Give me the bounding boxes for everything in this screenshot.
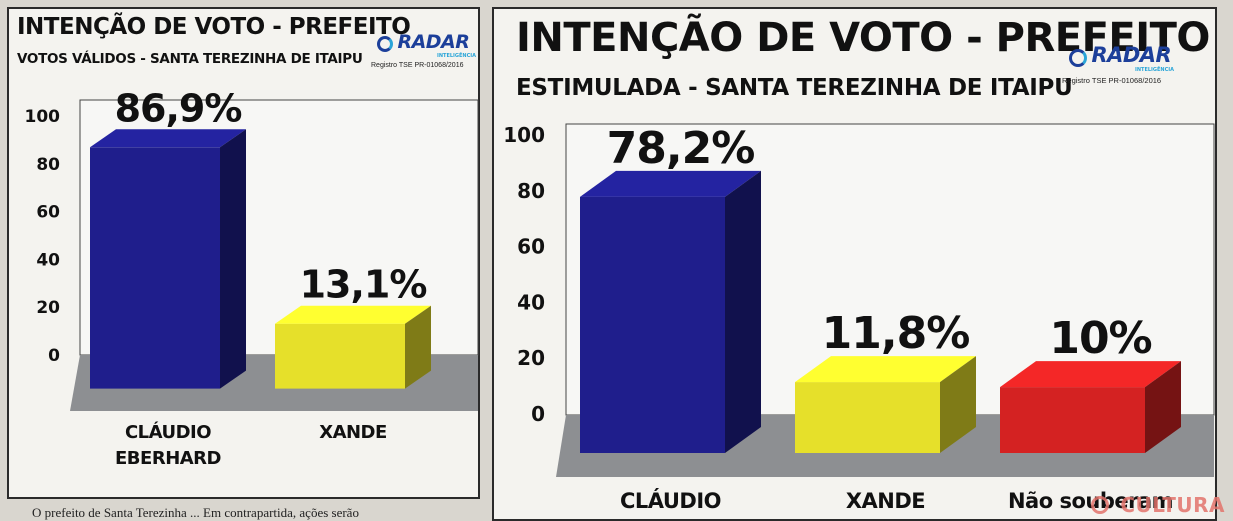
chart-2-bar-top: [1000, 361, 1181, 388]
radar-logo-subtitle-2: INTELIGÊNCIA: [1135, 67, 1175, 73]
chart-1-value-label: 86,9%: [115, 86, 242, 130]
chart-2-y-tick: 40: [517, 290, 545, 314]
chart-1-bar-front: [275, 323, 405, 389]
footer-caption: O prefeito de Santa Terezinha ... Em con…: [32, 505, 359, 520]
chart-2-registro: Registro TSE PR-01068/2016: [1062, 76, 1162, 85]
chart-1-subtitle: VOTOS VÁLIDOS - SANTA TEREZINHA DE ITAIP…: [17, 51, 363, 67]
chart-2-bar-front: [1000, 387, 1145, 453]
radar-logo-icon: [377, 35, 393, 52]
chart-2-y-tick: 0: [531, 402, 545, 426]
chart-1-bar-front: [90, 147, 220, 389]
chart-2-bar-side: [1145, 361, 1181, 453]
chart-2-bar-side: [725, 170, 761, 453]
chart-2-category-label: XANDE: [846, 489, 925, 513]
chart-1-title: INTENÇÃO DE VOTO - PREFEITO: [17, 14, 411, 40]
radar-logo-2: RADAR INTELIGÊNCIA: [1069, 43, 1174, 73]
chart-2-y-tick: 80: [517, 179, 545, 203]
radar-logo-word: RADAR: [397, 31, 470, 53]
chart-2-y-tick: 100: [503, 123, 545, 147]
chart-1-category-label: EBERHARD: [115, 448, 221, 469]
chart-1-registro: Registro TSE PR-01068/2016: [371, 62, 464, 69]
chart-2-bar-front: [580, 196, 725, 453]
chart-2-value-label: 78,2%: [607, 123, 755, 174]
watermark-text: CULTURA: [1120, 493, 1225, 517]
radar-logo-word-2: RADAR: [1091, 43, 1172, 67]
chart-2-value-label: 11,8%: [822, 308, 970, 359]
chart-1-category-label: XANDE: [319, 422, 387, 443]
chart-1-y-tick: 60: [36, 203, 60, 223]
cultura-watermark: CULTURA: [1090, 493, 1225, 517]
chart-2-value-label: 10%: [1049, 313, 1151, 364]
chart-1-bar-side: [220, 129, 246, 389]
chart-1-category-label: CLÁUDIO: [125, 421, 211, 443]
chart-2-category-label: Não souberam: [1008, 489, 1173, 513]
chart-2-bar-front: [795, 382, 940, 453]
chart-1-bar-top: [90, 129, 246, 148]
chart-2-subtitle: ESTIMULADA - SANTA TEREZINHA DE ITAIPU: [516, 75, 1073, 101]
chart-1-value-label: 13,1%: [300, 263, 427, 307]
radar-logo: RADAR INTELIGÊNCIA: [377, 31, 476, 59]
chart-1-y-tick: 20: [36, 298, 60, 318]
watermark-icon: [1090, 496, 1109, 514]
chart-1-y-tick: 80: [36, 155, 60, 175]
radar-logo-subtitle: INTELIGÊNCIA: [437, 53, 477, 59]
chart-1-y-tick: 0: [48, 346, 60, 366]
chart-1-bar-top: [275, 305, 431, 324]
radar-logo-icon-2: [1069, 48, 1087, 67]
chart-2-bar-side: [940, 356, 976, 453]
chart-2-title: INTENÇÃO DE VOTO - PREFEITO: [516, 15, 1210, 61]
chart-2-bar-top: [795, 356, 976, 383]
chart-1-bar-side: [405, 305, 431, 389]
chart-2-y-tick: 60: [517, 235, 545, 259]
chart-2-y-tick: 20: [517, 346, 545, 370]
chart-1-y-tick: 100: [25, 107, 61, 127]
chart-1-y-tick: 40: [36, 250, 60, 270]
chart-2-category-label: CLÁUDIO: [620, 488, 721, 513]
chart-2-bar-top: [580, 170, 761, 197]
